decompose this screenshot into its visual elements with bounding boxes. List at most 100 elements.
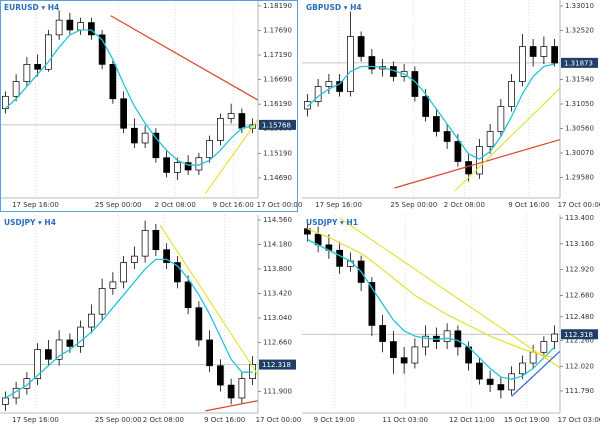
candle-body	[152, 132, 160, 159]
candle-body	[120, 98, 127, 129]
candle-body	[34, 64, 41, 70]
candle-body	[508, 81, 515, 107]
candle-body	[454, 330, 462, 348]
chart-title: USDJPY ▾ H1	[306, 218, 358, 227]
x-tick-label: 17 Sep 16:00	[12, 416, 59, 424]
moving-average	[4, 29, 253, 166]
y-tick-label: 112.920	[565, 266, 594, 274]
candle-body	[347, 36, 354, 92]
candle-body	[486, 131, 494, 147]
y-tick-label: 114.180	[263, 241, 292, 249]
trend-line	[205, 400, 258, 412]
price-tag-label: 1.31873	[564, 59, 593, 67]
candle-body	[454, 141, 462, 162]
x-tick-label: 2 Oct 08:00	[143, 416, 184, 424]
trend-line	[454, 87, 560, 192]
y-tick-label: 113.800	[263, 265, 292, 273]
x-tick-label: 25 Sep 00:00	[95, 416, 142, 424]
candle-body	[131, 255, 138, 263]
y-tick-label: 112.680	[565, 291, 594, 299]
plot	[0, 215, 258, 413]
candle-body	[529, 351, 537, 364]
y-tick-label: 1.32520	[565, 27, 594, 35]
candle-body	[238, 113, 246, 129]
y-tick-label: 1.33010	[565, 2, 594, 10]
y-tick-label: 1.16190	[263, 100, 292, 108]
candle-body	[508, 373, 515, 391]
x-tick-label: 17 Oct 00:00	[256, 416, 302, 424]
plot	[302, 215, 560, 413]
y-tick-label: 1.14690	[263, 174, 292, 182]
candle-body	[379, 325, 386, 342]
candle-body	[551, 46, 558, 64]
y-tick-label: 1.30070	[565, 149, 594, 157]
candle-body	[519, 362, 526, 375]
candle-body	[34, 349, 41, 379]
candle-body	[304, 101, 311, 110]
candle-body	[368, 56, 376, 70]
candle-body	[217, 118, 224, 141]
price-tag	[259, 359, 296, 370]
x-tick-label: 11 Oct 03:00	[382, 416, 428, 424]
candle-body	[23, 378, 31, 389]
chart-title: GBPUSD ▾ H4	[306, 3, 362, 12]
candle-body	[411, 71, 419, 97]
y-tick-label: 1.30560	[565, 125, 594, 133]
x-tick-label: 9 Oct 16:00	[508, 201, 549, 209]
candle-body	[55, 339, 63, 360]
candle-body	[66, 19, 74, 31]
y-tick-label: 1.31540	[565, 76, 594, 84]
chart-panel: 17 Sep 16:00 25 Sep 00:00 2 Oct 08:00 9 Oct…	[302, 0, 600, 209]
x-tick-label: 17 Oct 00:00	[558, 201, 600, 209]
price-tag-label: 1.15768	[262, 121, 291, 129]
candle-body	[422, 335, 429, 348]
candle-body	[12, 81, 20, 97]
x-tick-label: 17 Oct 03:00	[558, 416, 600, 424]
x-tick-label: 15 Oct 19:00	[504, 416, 550, 424]
price-tag-label: 112.318	[564, 331, 593, 339]
candle-body	[433, 116, 440, 132]
candle-body	[217, 365, 224, 386]
trend-line	[511, 350, 560, 397]
candle-body	[551, 333, 558, 342]
candle-body	[411, 346, 419, 364]
candle-body	[422, 96, 429, 117]
candle-body	[325, 81, 333, 87]
chart-panel: 17 Sep 16:00 25 Sep 00:00 2 Oct 08:00 9 Oct…	[0, 0, 302, 212]
x-tick-label: 2 Oct 08:00	[444, 201, 485, 209]
x-tick-label: 9 Oct 19:00	[314, 416, 355, 424]
candle-body	[23, 64, 31, 82]
active-border	[0, 0, 298, 212]
candle-body	[519, 46, 526, 82]
trend-line	[204, 118, 258, 194]
candle-body	[238, 378, 246, 399]
plot	[302, 0, 560, 198]
candle-body	[443, 330, 451, 342]
candle-body	[174, 262, 181, 283]
y-tick-label: 112.260	[565, 336, 594, 344]
candle-body	[163, 249, 170, 263]
y-tick-label: 1.17690	[263, 26, 292, 34]
candle-body	[109, 64, 117, 100]
candle-body	[120, 262, 127, 283]
x-tick-label: 17 Sep 16:00	[315, 201, 362, 209]
y-tick-label: 111.790	[565, 387, 594, 395]
candle-body	[443, 131, 451, 142]
y-tick-label: 1.31050	[565, 100, 594, 108]
candle-body	[55, 19, 63, 36]
x-tick-label: 25 Sep 00:00	[390, 201, 437, 209]
y-tick-label: 1.18190	[263, 2, 292, 10]
candle-body	[45, 34, 52, 70]
candle-body	[109, 281, 117, 289]
x-tick-label: 12 Oct 11:00	[449, 416, 495, 424]
y-tick-label: 113.040	[263, 314, 292, 322]
candle-body	[163, 157, 170, 173]
candle-body	[2, 397, 9, 405]
candle-body	[476, 362, 483, 380]
x-tick-label: 2 Oct 08:00	[155, 201, 196, 209]
price-tag-label: 112.318	[262, 361, 291, 369]
candle-body	[486, 378, 494, 385]
chart-panel: 9 Oct 19:00 11 Oct 03:00 12 Oct 11:00 15 Oc…	[302, 214, 600, 424]
y-tick-label: 112.660	[263, 339, 292, 347]
